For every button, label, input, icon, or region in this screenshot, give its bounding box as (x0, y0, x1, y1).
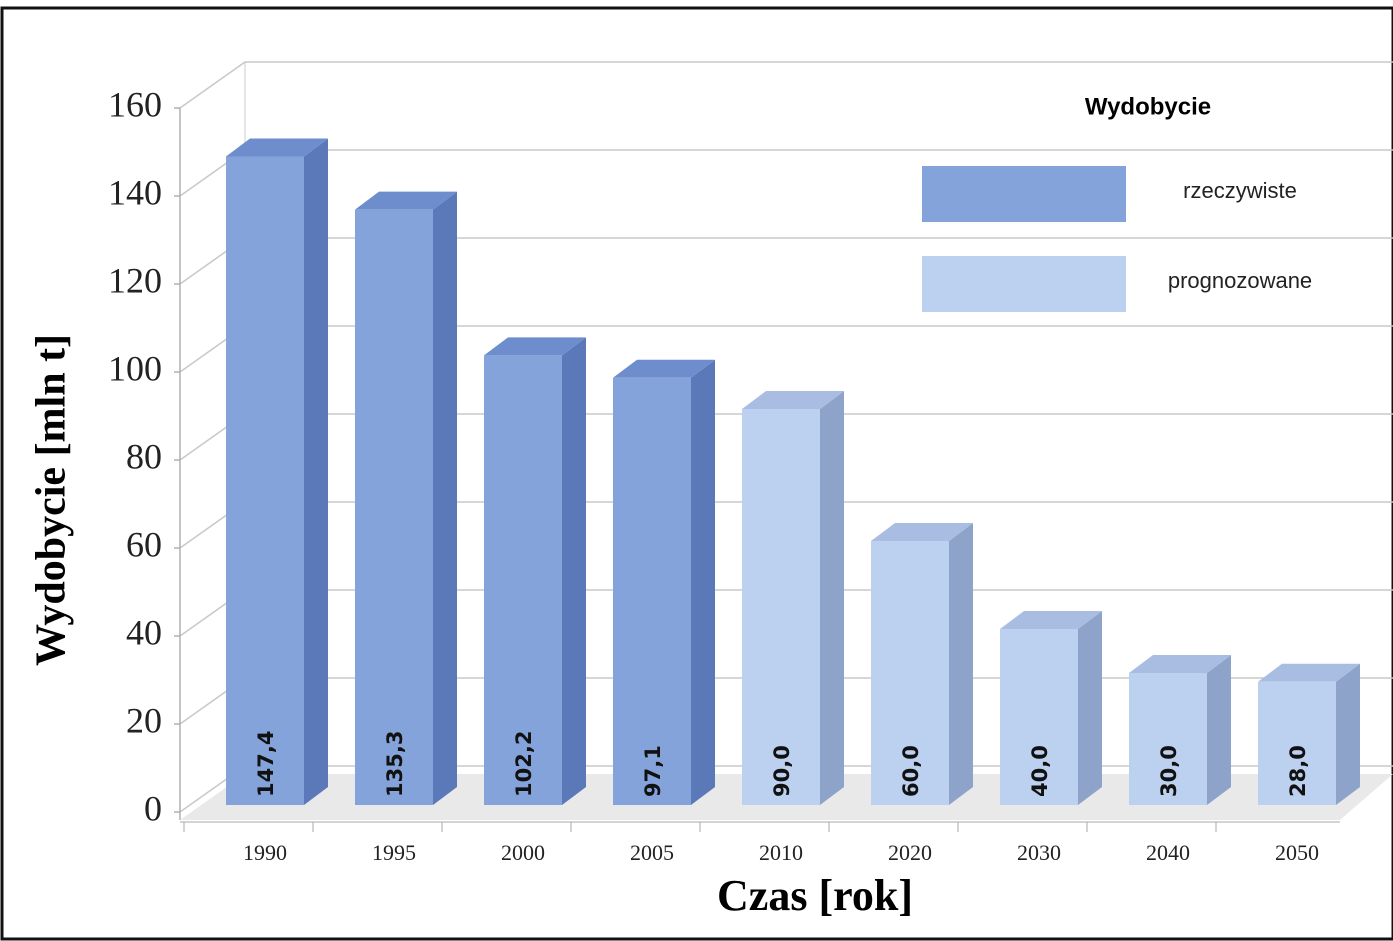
x-tick-label: 2050 (1275, 840, 1319, 865)
bar-top (1000, 611, 1102, 629)
bar (226, 156, 304, 805)
x-axis-label: Czas [rok] (717, 871, 913, 920)
bar-top (1258, 663, 1360, 682)
y-tick-label: 40 (126, 612, 162, 652)
bar-top (613, 359, 715, 378)
y-tick-label: 20 (126, 700, 162, 740)
bar (1258, 681, 1336, 805)
bar-top (871, 523, 973, 541)
legend-title: Wydobycie (1085, 93, 1211, 120)
bar-top (484, 337, 586, 356)
x-tick-label: 1990 (243, 840, 287, 865)
grid-line (179, 61, 1393, 109)
bars: 147,4 135,3 102,2 97,1 90,0 60,0 40,0 30,0 28,0 (226, 138, 1360, 805)
legend-label: prognozowane (1168, 268, 1312, 293)
bar (484, 355, 562, 805)
x-tick-label: 1995 (372, 840, 416, 865)
bar-side (949, 523, 973, 805)
bar-side (820, 391, 844, 805)
x-tick-label: 2010 (759, 840, 803, 865)
bar-side (1078, 611, 1102, 805)
legend-label: rzeczywiste (1183, 178, 1297, 203)
bar (742, 409, 820, 805)
x-tick-label: 2000 (501, 840, 545, 865)
value-label: 40,0 (1028, 745, 1052, 797)
bar (355, 209, 433, 805)
y-tick-label: 100 (108, 348, 162, 388)
x-tick-label: 2020 (888, 840, 932, 865)
y-tick-label: 0 (144, 788, 162, 828)
bar (1129, 673, 1207, 805)
value-label: 135,3 (383, 731, 407, 797)
bar-top (226, 138, 328, 157)
value-label: 30,0 (1157, 745, 1181, 797)
x-tick-label: 2030 (1017, 840, 1061, 865)
bar-side (304, 138, 328, 805)
value-label: 147,4 (254, 731, 278, 797)
bar-side (433, 191, 457, 805)
y-tick-label: 80 (126, 436, 162, 476)
bar-top (355, 191, 457, 210)
value-label: 102,2 (512, 731, 536, 797)
bar-side (1336, 663, 1360, 805)
frame (0, 6, 1393, 941)
x-tick-label: 2005 (630, 840, 674, 865)
value-label: 90,0 (770, 745, 794, 797)
legend-swatch (922, 256, 1126, 312)
legend-swatch (922, 166, 1126, 222)
x-tick-label: 2040 (1146, 840, 1190, 865)
legend: rzeczywiste prognozowane (922, 166, 1312, 312)
bar-side (562, 337, 586, 805)
y-tick-label: 60 (126, 524, 162, 564)
y-tick-label: 160 (108, 84, 162, 124)
bar (1000, 629, 1078, 805)
y-axis-label: Wydobycie [mln t] (29, 334, 75, 666)
bar-side (1207, 655, 1231, 805)
value-label: 97,1 (641, 745, 665, 797)
bar-top (1129, 655, 1231, 673)
value-label: 60,0 (899, 745, 923, 797)
bar (613, 377, 691, 805)
bar (871, 541, 949, 805)
value-label: 28,0 (1286, 745, 1310, 797)
bar-side (691, 359, 715, 805)
y-tick-label: 140 (108, 172, 162, 212)
bar-top (742, 391, 844, 409)
y-tick-label: 120 (108, 260, 162, 300)
